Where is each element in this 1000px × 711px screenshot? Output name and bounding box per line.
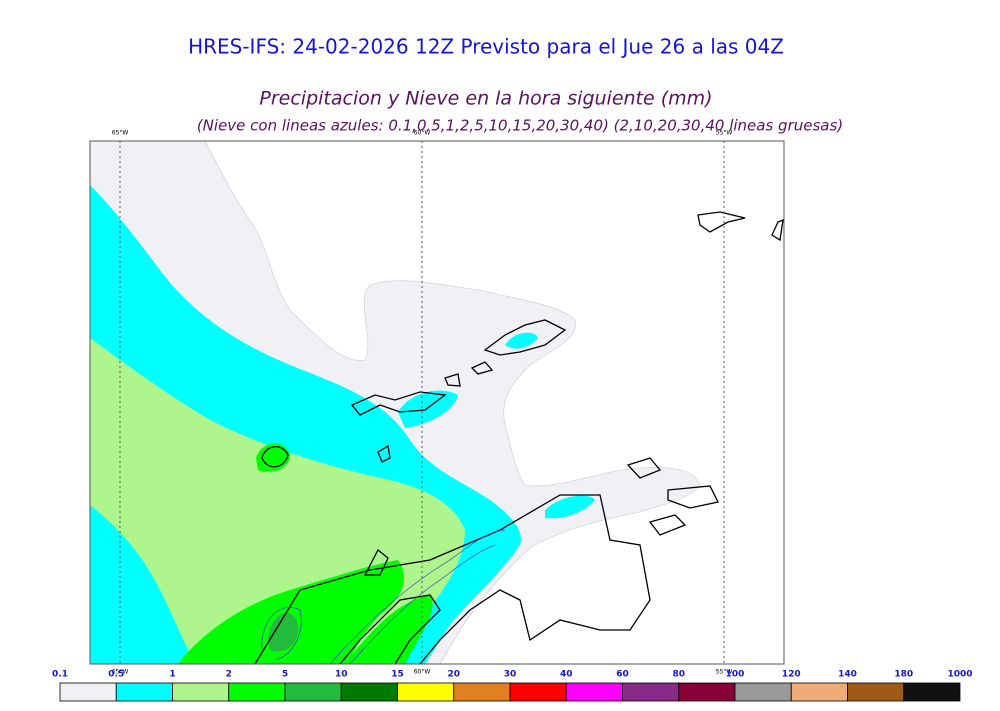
colorbar-swatch: [734, 682, 792, 702]
colorbar-swatch: [284, 682, 342, 702]
meridian-label: 55°W: [716, 669, 733, 676]
precip-cyan-patch: [545, 495, 595, 519]
precip-cyan-strip: [90, 505, 195, 664]
colorbar-swatch: [228, 682, 286, 702]
colorbar-label: 40: [560, 670, 573, 680]
colorbar-label: 30: [504, 670, 517, 680]
colorbar-swatch: [453, 682, 511, 702]
precip-cyan-patch: [505, 332, 538, 349]
precip-cyan-patch: [398, 390, 458, 428]
meridian-label: 65°W: [112, 130, 129, 137]
colorbar-swatch: [115, 682, 173, 702]
subtitle: Precipitacion y Nieve en la hora siguien…: [259, 88, 712, 110]
colorbar-label: 10: [335, 670, 348, 680]
colorbar-label: 100: [726, 670, 745, 680]
colorbar-swatch: [397, 682, 455, 702]
colorbar-label: 80: [672, 670, 685, 680]
colorbar-swatch: [847, 682, 905, 702]
colorbar-swatch: [59, 682, 117, 702]
colorbar-swatch: [622, 682, 680, 702]
colorbar-swatch: [678, 682, 736, 702]
meridian-label: 55°W: [716, 130, 733, 137]
map-frame: [89, 140, 785, 665]
precip-darkgreen: [268, 613, 299, 652]
meridian-label: 60°W: [414, 669, 431, 676]
colorbar-label: 180: [894, 670, 913, 680]
colorbar-swatch: [340, 682, 398, 702]
colorbar-label: 140: [838, 670, 857, 680]
title: HRES-IFS: 24-02-2026 12Z Previsto para e…: [188, 35, 784, 59]
colorbar-label: 20: [447, 670, 460, 680]
colorbar-label: 1000: [947, 670, 972, 680]
colorbar-swatch: [172, 682, 230, 702]
colorbar-swatch: [790, 682, 848, 702]
precip-green-east: [345, 595, 433, 664]
note: (Nieve con lineas azules: 0.1,0.5,1,2,5,…: [197, 117, 843, 135]
precip-green: [178, 560, 405, 664]
colorbar-label: 0.5: [108, 670, 124, 680]
colorbar: 0.1 0.5 1 2 5 10 15 20 30 40 60 80 100 120 140 180 1000: [52, 670, 973, 702]
coastlines: [254, 211, 784, 664]
colorbar-label: 5: [282, 670, 288, 680]
colorbar-swatch: [509, 682, 567, 702]
colorbar-label: 60: [616, 670, 629, 680]
meridian-label: 60°W: [414, 130, 431, 137]
colorbar-label: 15: [391, 670, 404, 680]
meridian-label: 65°W: [112, 669, 129, 676]
map: 65°W 60°W 55°W 65°W 60°W 55°W: [89, 130, 785, 676]
colorbar-swatch: [565, 682, 623, 702]
colorbar-label: 120: [782, 670, 801, 680]
colorbar-label: 2: [226, 670, 232, 680]
colorbar-swatch: [903, 682, 961, 702]
colorbar-label: 0.1: [52, 670, 68, 680]
colorbar-label: 1: [169, 670, 175, 680]
